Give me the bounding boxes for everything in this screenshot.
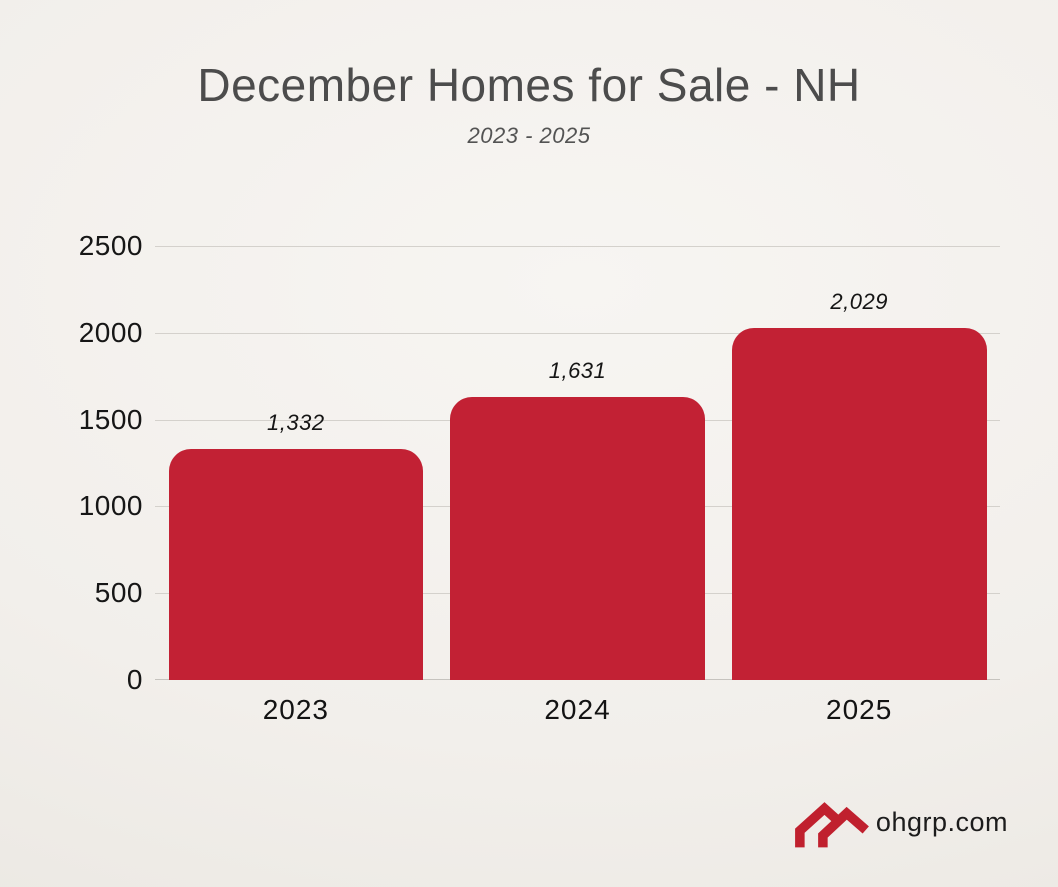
- y-tick-label: 500: [94, 577, 143, 609]
- y-tick-label: 1500: [78, 403, 143, 435]
- y-axis-labels: 2500 2000 1500 1000 500 0: [0, 230, 143, 695]
- gridline: [155, 246, 1000, 247]
- bar-value-label: 1,332: [267, 409, 325, 435]
- y-tick-label: 0: [126, 664, 143, 695]
- y-tick-label: 2500: [78, 230, 143, 261]
- bar-group-2024: 1,631: [437, 246, 719, 680]
- bars-container: 1,332 1,631 2,029: [155, 246, 1000, 680]
- x-axis-labels: 2023 2024 2025: [155, 694, 1000, 726]
- bar-group-2025: 2,029: [718, 246, 1000, 680]
- double-roof-icon: [794, 795, 874, 849]
- bar-2023: [168, 448, 424, 680]
- brand-logo: ohgrp.com: [794, 795, 1008, 849]
- bar-2025: [731, 327, 987, 680]
- brand-text: ohgrp.com: [875, 806, 1008, 837]
- plot-area: 1,332 1,631 2,029: [155, 246, 1000, 680]
- x-tick-label-2023: 2023: [262, 694, 329, 725]
- y-tick-label: 2000: [78, 316, 143, 348]
- x-tick-label-2025: 2025: [826, 694, 893, 725]
- x-tick-label-2024: 2024: [544, 694, 611, 725]
- chart-subtitle: 2023 - 2025: [467, 122, 591, 148]
- chart-title: December Homes for Sale - NH: [197, 59, 861, 111]
- bar-value-label: 1,631: [548, 357, 607, 383]
- gridline: [155, 332, 1000, 334]
- bar-2024: [450, 396, 705, 680]
- bar-value-label: 2,029: [830, 288, 888, 314]
- bar-group-2023: 1,332: [155, 246, 437, 680]
- y-tick-label: 1000: [78, 490, 143, 522]
